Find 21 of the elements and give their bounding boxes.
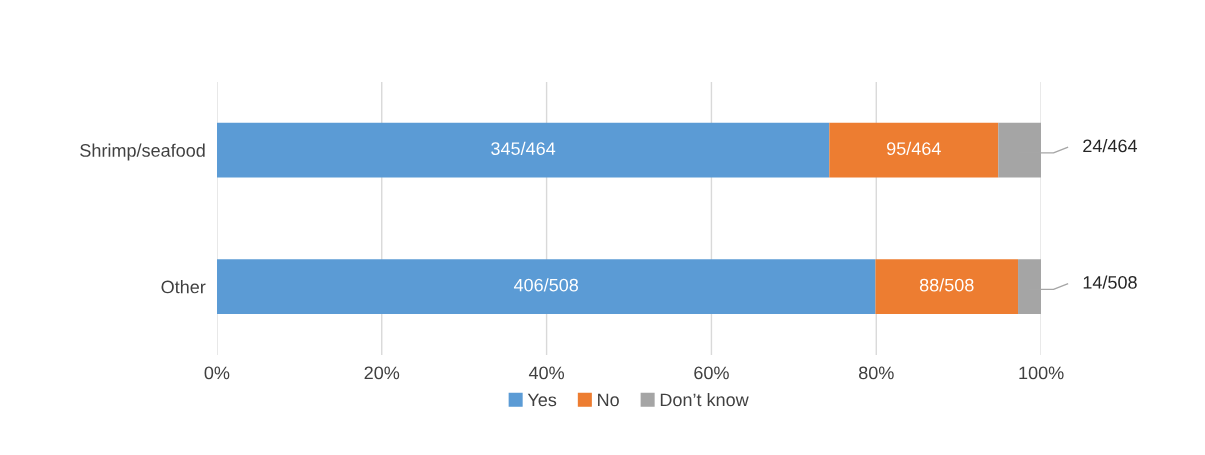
x-tick-label: 80% bbox=[858, 366, 894, 380]
bar bbox=[216, 122, 830, 178]
bar bbox=[829, 122, 999, 178]
data-label: 24/464 bbox=[1083, 139, 1138, 153]
legend-label: No bbox=[598, 393, 619, 407]
data-label: 406/508 bbox=[513, 278, 579, 292]
x-tick-label: 0% bbox=[204, 366, 230, 380]
x-tick-label: 40% bbox=[528, 366, 565, 380]
data-label: 95/464 bbox=[887, 141, 941, 155]
data-label: 88/508 bbox=[919, 278, 974, 292]
y-tick-label: Other bbox=[161, 280, 206, 294]
legend-label: Yes bbox=[527, 393, 557, 407]
x-tick-label: 100% bbox=[1019, 366, 1064, 380]
legend-label: Don’t know bbox=[660, 392, 749, 407]
y-tick-label: Shrimp/seafood bbox=[80, 143, 205, 161]
x-tick-label: 20% bbox=[364, 366, 400, 380]
x-tick-label: 60% bbox=[694, 366, 729, 380]
data-label: 345/464 bbox=[491, 141, 556, 155]
bar bbox=[216, 259, 876, 314]
data-label: 14/508 bbox=[1083, 275, 1137, 289]
bar bbox=[875, 259, 1019, 314]
